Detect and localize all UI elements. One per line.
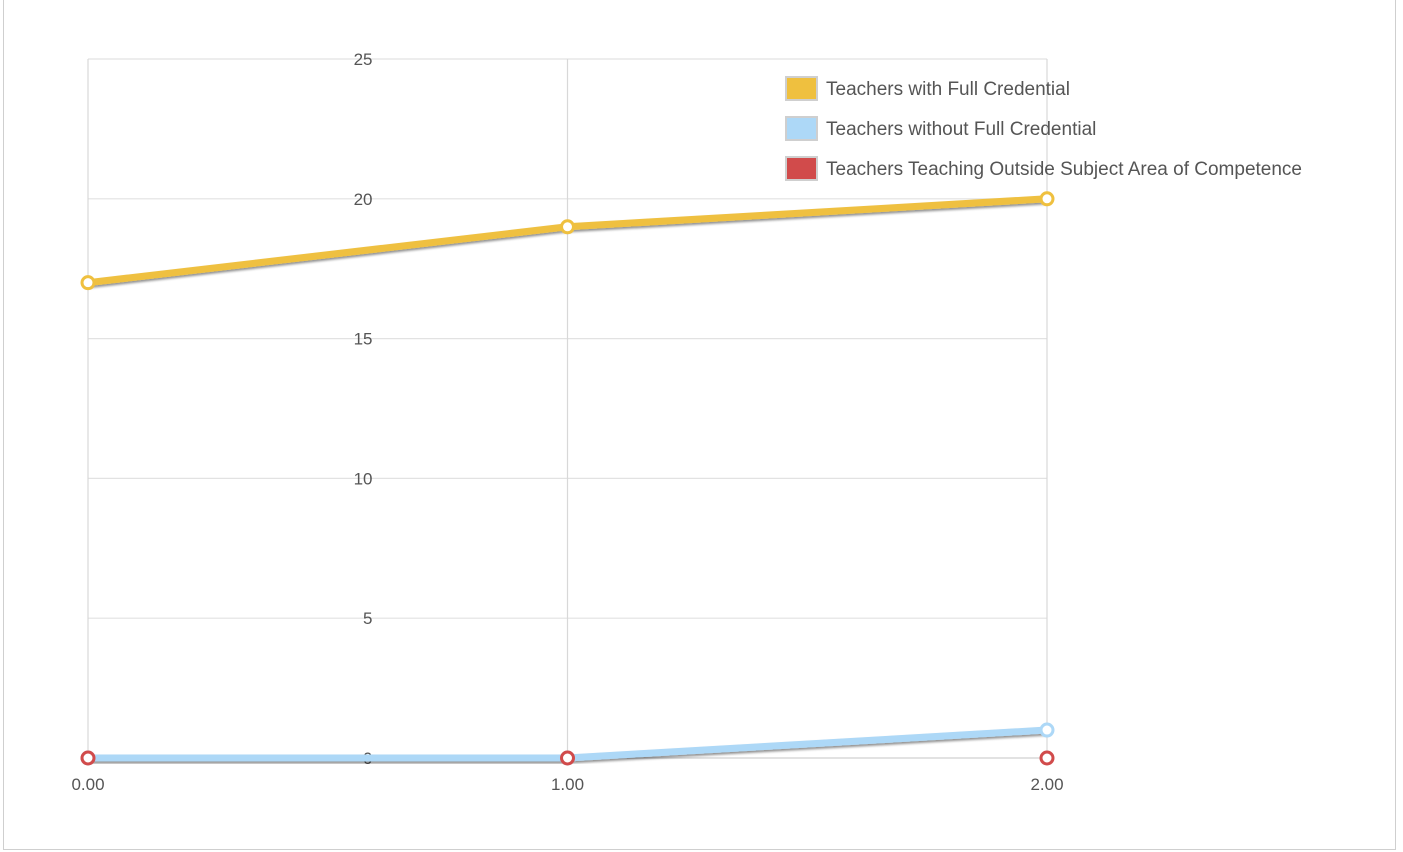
y-axis-ticks: 0 5 10 15 20 25 <box>354 50 373 768</box>
x-axis-ticks: 0.00 1.00 2.00 <box>71 775 1063 794</box>
series-lines <box>80 191 1055 766</box>
legend-label: Teachers with Full Credential <box>826 79 1070 100</box>
legend-swatch <box>785 76 818 101</box>
data-point <box>560 750 575 766</box>
legend-item[interactable]: Teachers without Full Credential <box>785 116 1096 141</box>
chart-frame <box>3 0 1396 850</box>
y-tick-label: 20 <box>354 190 373 209</box>
legend-label: Teachers without Full Credential <box>826 119 1096 140</box>
legend-swatch <box>785 116 818 141</box>
y-tick-label: 25 <box>354 50 373 69</box>
legend: Teachers with Full Credential Teachers w… <box>785 76 1302 181</box>
y-tick-label: 10 <box>354 469 373 488</box>
x-tick-label: 2.00 <box>1030 775 1063 794</box>
data-point <box>80 750 96 766</box>
legend-label: Teachers Teaching Outside Subject Area o… <box>826 159 1302 180</box>
data-point <box>1039 191 1055 207</box>
legend-item[interactable]: Teachers with Full Credential <box>785 76 1070 101</box>
data-point <box>1039 750 1055 766</box>
y-tick-label: 5 <box>363 609 372 628</box>
x-tick-label: 1.00 <box>551 775 584 794</box>
data-point <box>1039 722 1055 738</box>
legend-swatch <box>785 156 818 181</box>
legend-item[interactable]: Teachers Teaching Outside Subject Area o… <box>785 156 1302 181</box>
data-point <box>80 275 96 291</box>
data-point <box>560 219 575 235</box>
x-tick-label: 0.00 <box>71 775 104 794</box>
y-tick-label: 15 <box>354 330 373 349</box>
